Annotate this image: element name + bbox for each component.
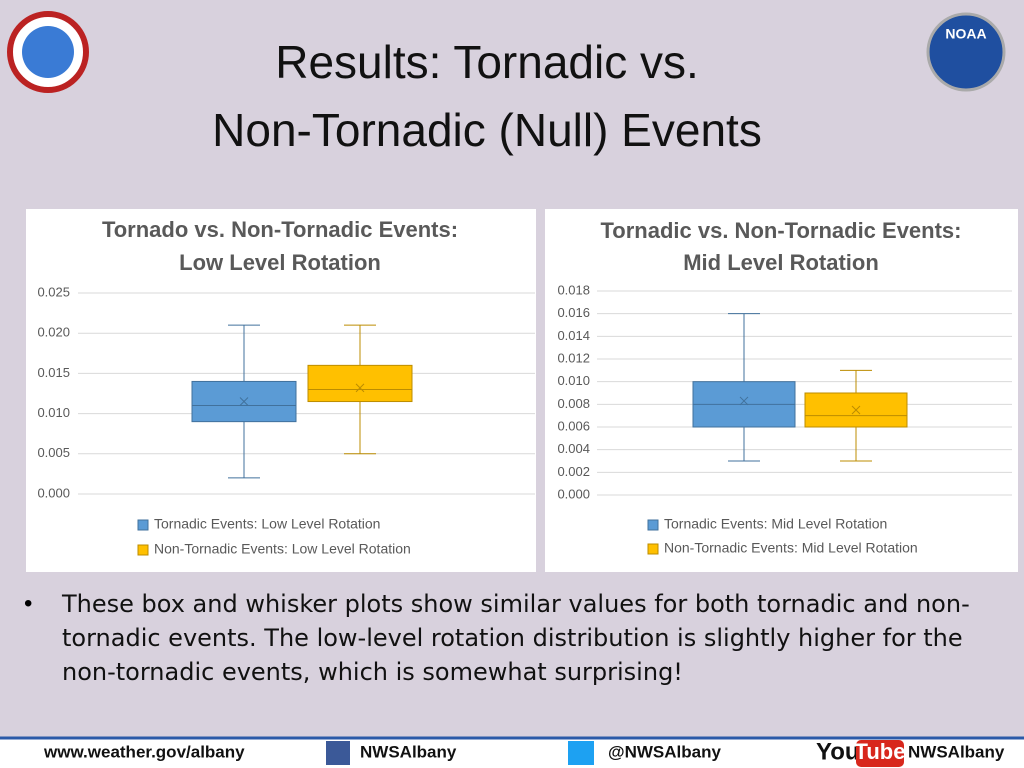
footer-youtube: NWSAlbany	[908, 742, 1005, 761]
y-tick-label: 0.025	[37, 284, 70, 299]
mean-marker	[239, 397, 249, 406]
twitter-icon	[568, 741, 594, 765]
youtube-badge	[856, 740, 904, 767]
footer-facebook: NWSAlbany	[360, 742, 457, 761]
nws-logo-center	[22, 26, 74, 78]
y-tick-label: 0.002	[557, 464, 590, 479]
legend-swatch	[137, 544, 149, 556]
y-tick-label: 0.014	[557, 328, 590, 343]
chart-title: Tornadic vs. Non-Tornadic Events:	[600, 218, 961, 243]
chart-title: Tornado vs. Non-Tornadic Events:	[102, 217, 458, 242]
box	[307, 364, 413, 403]
facebook-icon	[326, 741, 350, 765]
legend-swatch	[137, 519, 149, 531]
y-tick-label: 0.004	[557, 441, 590, 456]
mean-marker	[355, 383, 365, 393]
bullet-text: These box and whisker plots show similar…	[62, 590, 970, 686]
noaa-logo	[926, 12, 1006, 92]
y-tick-label: 0.020	[37, 325, 70, 340]
y-tick-label: 0.005	[37, 445, 70, 460]
mean-marker	[739, 396, 749, 406]
y-tick-label: 0.010	[37, 405, 70, 420]
chart-title: Mid Level Rotation	[683, 250, 879, 275]
y-tick-label: 0.000	[557, 486, 590, 501]
noaa-text: NOAA	[945, 26, 986, 42]
legend-swatch	[647, 543, 659, 555]
legend-label: Non-Tornadic Events: Mid Level Rotation	[664, 540, 918, 556]
youtube-tube: Tube	[855, 739, 906, 764]
y-tick-label: 0.008	[557, 396, 590, 411]
footer-twitter: @NWSAlbany	[608, 742, 721, 761]
y-tick-label: 0.015	[37, 365, 70, 380]
footer-website: www.weather.gov/albany	[43, 742, 245, 761]
y-tick-label: 0.010	[557, 373, 590, 388]
legend-label: Tornadic Events: Mid Level Rotation	[664, 516, 887, 532]
y-tick-label: 0.018	[557, 282, 590, 297]
legend-label: Tornadic Events: Low Level Rotation	[154, 516, 380, 532]
bullet-marker: •	[24, 590, 33, 617]
y-tick-label: 0.006	[557, 418, 590, 433]
mean-marker	[851, 405, 861, 415]
slide-title: Results: Tornadic vs.	[275, 36, 699, 88]
chart-title: Low Level Rotation	[179, 250, 381, 275]
y-tick-label: 0.000	[37, 485, 70, 500]
footer-bar	[0, 737, 1024, 768]
youtube-you: You	[816, 738, 860, 765]
slide-title: Non-Tornadic (Null) Events	[212, 104, 762, 156]
legend-swatch	[647, 519, 659, 531]
y-tick-label: 0.012	[557, 350, 590, 365]
legend-label: Non-Tornadic Events: Low Level Rotation	[154, 541, 411, 557]
y-tick-label: 0.016	[557, 305, 590, 320]
